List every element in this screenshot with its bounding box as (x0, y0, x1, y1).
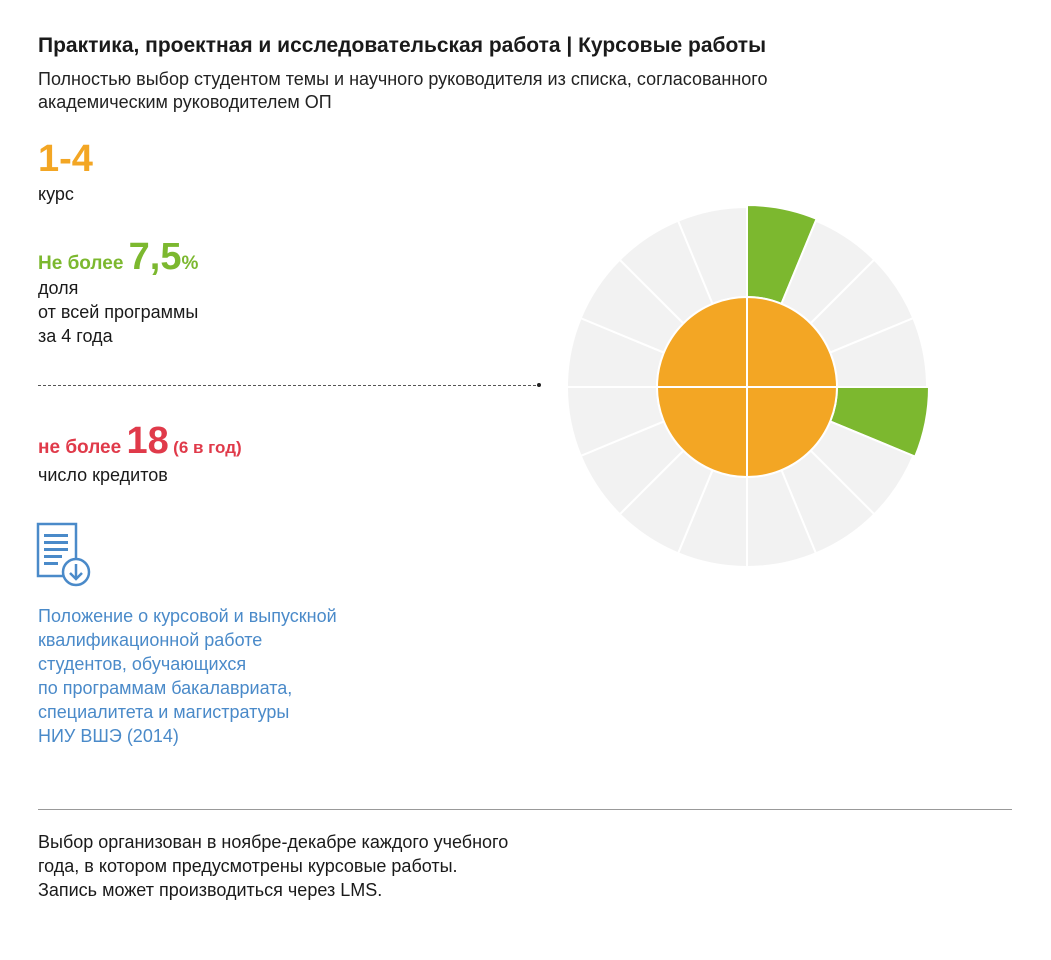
document-download-icon[interactable] (36, 522, 96, 597)
footnote: Выбор организован в ноябре-декабре каждо… (38, 832, 509, 900)
inner-quadrant (746, 386, 839, 479)
doc-link-line: квалификационной работе (38, 630, 263, 650)
credits-prefix: не более (38, 437, 127, 458)
inner-quadrant (655, 386, 748, 479)
share-unit: % (181, 253, 199, 274)
course-range: 1-4 (38, 138, 93, 180)
doc-link-line: по программам бакалавриата, (38, 678, 293, 698)
page-title: Практика, проектная и исследовательская … (38, 34, 767, 57)
dotted-divider (38, 385, 536, 386)
page-subtitle: Полностью выбор студентом темы и научног… (38, 69, 768, 112)
doc-link-line: НИУ ВШЭ (2014) (38, 726, 179, 746)
share-value: 7,5 (128, 236, 182, 278)
credits-headline: не более 18 (6 в год) (38, 420, 242, 463)
share-label-line: от всей программы (38, 302, 199, 322)
share-label: доля от всей программы за 4 года (38, 276, 198, 348)
course-label: курс (38, 184, 74, 204)
share-label-line: доля (38, 278, 79, 298)
radial-chart (565, 203, 931, 569)
regulation-document-link[interactable]: Положение о курсовой и выпускной квалифи… (38, 604, 438, 748)
credits-note: (6 в год) (173, 438, 242, 457)
credits-label: число кредитов (38, 465, 168, 485)
doc-link-line: специалитета и магистратуры (38, 702, 290, 722)
doc-link-line: студентов, обучающихся (38, 654, 247, 674)
share-label-line: за 4 года (38, 326, 113, 346)
credits-value: 18 (126, 420, 169, 462)
doc-link-line: Положение о курсовой и выпускной (38, 606, 337, 626)
inner-quadrant (655, 295, 748, 388)
inner-quadrant (746, 295, 839, 388)
section-divider (38, 809, 1012, 810)
divider-end-dot (537, 383, 541, 387)
share-headline: Не более 7,5% (38, 236, 198, 279)
share-prefix: Не более (38, 253, 129, 274)
